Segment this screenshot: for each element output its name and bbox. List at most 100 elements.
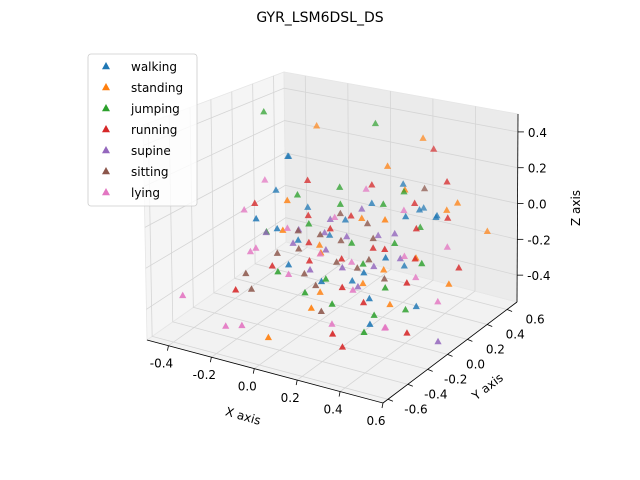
point-sitting [363, 219, 372, 227]
point-lying [240, 206, 248, 213]
point-standing [279, 226, 287, 233]
point-lying [179, 291, 187, 299]
point-lying [362, 185, 370, 192]
point-jumping [305, 220, 313, 227]
point-walking [341, 216, 349, 223]
point-standing [445, 280, 453, 287]
point-lying [412, 273, 420, 281]
point-sitting [300, 269, 308, 277]
point-walking [273, 224, 281, 232]
point-running [338, 343, 347, 350]
point-standing [359, 279, 367, 287]
point-walking [402, 212, 410, 220]
legend-marker-jumping [102, 104, 110, 112]
point-lying [238, 321, 246, 329]
point-running [303, 176, 312, 183]
x-axis-line [146, 339, 384, 404]
y-tick [387, 398, 394, 402]
point-lying [400, 252, 408, 260]
legend-label-lying: lying [131, 186, 160, 200]
x-tick [338, 391, 341, 397]
y-tick [427, 368, 433, 372]
point-lying [348, 258, 356, 265]
point-walking [326, 231, 334, 238]
point-running [338, 255, 346, 262]
x-tick [381, 402, 384, 409]
x-tick-label: 0.2 [281, 391, 300, 405]
point-walking [366, 320, 374, 327]
x-tick-label: -0.2 [193, 368, 216, 382]
point-walking [399, 180, 407, 187]
point-sitting [380, 275, 389, 282]
point-running [359, 298, 368, 306]
point-jumping [348, 239, 356, 246]
point-standing [316, 288, 324, 295]
x-axis-title: X axis [224, 404, 263, 427]
x-tick-label: -0.4 [150, 357, 173, 371]
point-sitting [273, 249, 281, 256]
point-jumping [293, 191, 302, 198]
x-tick [252, 368, 255, 374]
y-tick [506, 309, 513, 312]
point-standing [383, 162, 392, 169]
y-tick [407, 383, 413, 387]
x-tick-label: 0.6 [366, 414, 385, 428]
point-supine [434, 337, 442, 345]
point-standing [386, 300, 394, 308]
point-jumping [360, 328, 368, 336]
point-jumping [274, 267, 282, 275]
point-jumping [391, 239, 399, 247]
y-tick-label: -0.4 [424, 387, 447, 401]
point-lying [261, 176, 269, 183]
point-lying [381, 324, 389, 331]
point-jumping [381, 284, 389, 291]
point-lying [349, 286, 357, 293]
point-walking [360, 268, 368, 276]
point-sitting [336, 209, 344, 217]
y-tick [447, 353, 453, 357]
legend-marker-running [102, 125, 110, 133]
point-walking [382, 253, 390, 261]
point-running [347, 212, 355, 219]
point-jumping [416, 223, 424, 230]
point-walking [304, 203, 312, 210]
point-sitting [316, 230, 324, 238]
point-lying [434, 297, 442, 305]
point-running [251, 199, 259, 207]
legend-label-jumping: jumping [130, 102, 180, 116]
point-running [338, 283, 346, 291]
point-jumping [379, 200, 387, 207]
data-points [179, 107, 491, 350]
point-running [369, 244, 377, 251]
legend-label-standing: standing [131, 81, 183, 95]
point-sitting [294, 226, 302, 234]
point-sitting [312, 281, 320, 289]
point-jumping [371, 119, 380, 127]
point-walking [285, 260, 293, 268]
point-lying [283, 224, 292, 231]
point-standing [483, 227, 491, 235]
point-supine [289, 239, 297, 246]
point-standing [315, 241, 324, 248]
point-lying [400, 206, 408, 213]
point-running [304, 211, 312, 219]
y-gridline [252, 83, 488, 325]
point-standing [419, 134, 427, 141]
point-running [403, 279, 411, 286]
point-sitting [337, 236, 345, 244]
point-supine [338, 263, 346, 271]
point-lying [316, 250, 324, 257]
point-walking [420, 204, 428, 211]
point-supine [343, 232, 351, 240]
legend-label-sitting: sitting [131, 165, 169, 179]
x-tick [167, 345, 169, 351]
point-running [329, 330, 337, 337]
point-walking [368, 199, 376, 206]
point-lying [222, 322, 230, 329]
point-supine [370, 262, 378, 270]
y-axis-title: Y axis [469, 371, 506, 404]
point-running [411, 199, 419, 206]
point-supine [374, 231, 382, 239]
legend-label-running: running [131, 123, 177, 137]
